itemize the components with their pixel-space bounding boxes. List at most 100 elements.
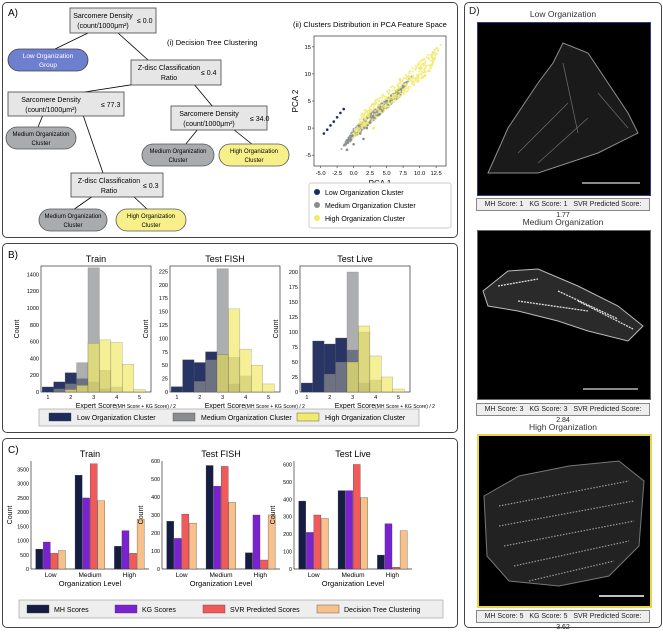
pca-point-high [439,43,442,46]
tree-node-1 [69,7,157,34]
pca-point-high [431,56,433,59]
edge-1 [54,32,89,50]
pca-x-tick-label: -5.0 [316,171,326,177]
grouped-x-tick-label: Medium [341,572,364,579]
grouped-bar [377,554,385,570]
grouped-x-label: Organization Level [190,579,253,588]
grouped-bar [345,490,353,570]
pca-point-high [387,98,390,101]
pca-point-high [407,79,410,81]
pca-point-high [411,67,414,70]
micrograph-medium [477,230,651,400]
hist-y-tick-label: 200 [159,283,168,289]
pca-legend: Low Organization Cluster Medium Organizat… [308,182,452,229]
pca-point-high [375,112,378,115]
pca-point-high [412,74,415,77]
pca-point-high [380,103,383,106]
tree-title: (i) Decision Tree Clustering [167,38,257,47]
hist-title: Train [86,254,106,264]
pca-point-high [369,110,372,113]
pca-data-point [385,105,388,108]
panel-c: C) Train Low Medium High 0 500 1000 1500 2000 250… [2,438,458,628]
grouped-y-tick-label: 400 [283,497,292,503]
pca-y-label: PCA 2 [291,89,300,112]
pca-data-point [405,83,408,87]
panel-b-legend-entry: Medium Organization Cluster [201,415,292,422]
hist-y-tick-label: 100 [159,336,168,342]
pca-point-high [353,129,356,132]
pca-point-high [418,70,421,73]
pca-point-high [420,70,423,73]
pca-point-high [397,96,400,98]
pca-data-point [418,67,421,70]
pca-point-high [405,90,408,93]
pca-point-high [360,117,363,120]
panel-c-label: C) [8,445,19,456]
score-box-low: MH Score: 1 KG Score: 1 SVR Predicted Sc… [476,198,650,219]
pca-point-high [402,88,405,91]
panel-b-legend-entry: High Organization Cluster [325,415,406,422]
grouped-bar [205,465,214,570]
hist-bar [239,348,252,393]
pca-point-high [383,106,386,109]
panel-b-legend-swatch [296,412,320,422]
pca-point-high [393,86,396,89]
pca-point-high [424,74,426,77]
panel-c-legend-swatch [202,604,226,614]
pca-point-high [406,89,409,92]
hist-bar [133,389,146,393]
pca-point-high [391,85,394,88]
pca-point-high [412,76,415,79]
hist-bar [369,355,382,393]
grouped-x-tick-label: High [386,572,400,579]
grouped-bar [213,486,221,570]
pca-point-medium [345,140,348,143]
leaf-high-2 [115,208,187,232]
hist-bar [335,361,348,393]
pca-y-tick-label: 5 [308,99,311,105]
pca-point-high [414,78,417,81]
pca-x-tick-label: 7.5 [399,171,407,177]
mh-score-high: MH Score: 5 [484,613,524,620]
leaf-high-2-line2: Cluster [141,223,160,229]
grouped-y-tick-label: 200 [283,532,292,538]
pca-point-high [358,130,360,133]
pca-point-high [427,56,430,59]
pca-point-high [363,109,366,112]
pca-point-high [414,68,417,71]
pca-point-high [428,68,431,71]
pca-point-high [437,49,439,52]
pca-point-high [351,137,354,139]
tree-node-5-op: ≤ 0.3 [143,183,159,190]
pca-point-medium [347,142,349,145]
micrograph-low-svg [487,42,640,184]
pca-point-high [355,132,358,135]
hist-bar [64,389,77,393]
pca-point-high [435,46,438,49]
grouped-bar [321,518,329,570]
hist-x-tick-label: 3 [351,395,354,401]
hist-x-tick-label: 1 [46,395,49,401]
hist-bar [87,343,100,393]
pca-point-medium [391,99,394,102]
pca-point-high [398,90,401,93]
hist-x-label-sub: (MH Score + KG Score) / 2 [375,404,435,410]
pca-point-high [364,118,367,121]
pca-legend-marker [314,189,320,195]
cell-outline-medium [482,268,644,342]
hist-y-tick-label: 800 [30,323,39,329]
pca-point-high [433,49,436,51]
tree-node-3-op: ≤ 77.3 [101,102,121,109]
pca-point-medium [340,148,343,150]
panel-c-legend-swatch [26,604,50,614]
pca-legend-marker [314,215,320,221]
hist-y-tick-label: 0 [295,390,298,396]
leaf-high-1-line2: Cluster [244,158,263,164]
pca-point-high [408,70,411,73]
pca-point-high [402,83,404,86]
panel-a: A) (i) Decision Tree Clustering (ii) Clu… [2,2,458,238]
panel-b-legend-swatch [48,412,72,422]
grouped-bar [166,521,174,570]
